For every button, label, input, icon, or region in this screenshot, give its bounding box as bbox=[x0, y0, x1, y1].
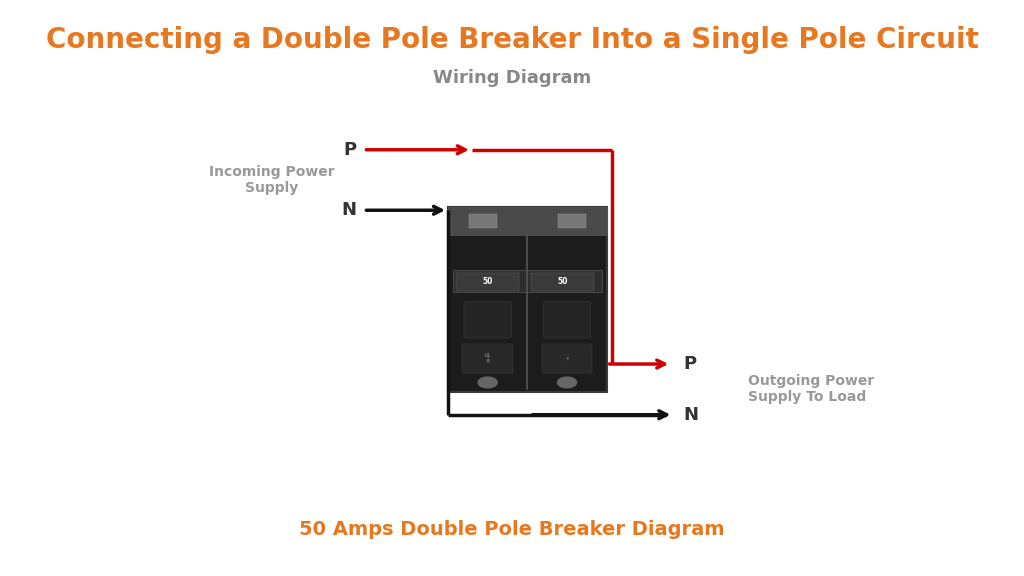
Bar bbox=[469, 214, 498, 228]
Bar bbox=[542, 344, 593, 373]
Text: Incoming Power
Supply: Incoming Power Supply bbox=[209, 165, 334, 195]
Text: ⚡: ⚡ bbox=[565, 356, 568, 361]
Bar bbox=[449, 207, 606, 235]
Text: Connecting a Double Pole Breaker Into a Single Pole Circuit: Connecting a Double Pole Breaker Into a … bbox=[45, 26, 979, 54]
FancyBboxPatch shape bbox=[544, 301, 591, 338]
FancyBboxPatch shape bbox=[449, 207, 606, 392]
Circle shape bbox=[478, 377, 498, 388]
Bar bbox=[557, 214, 586, 228]
Text: Wiring Diagram: Wiring Diagram bbox=[433, 69, 591, 87]
Text: P: P bbox=[684, 355, 696, 373]
Bar bbox=[453, 270, 602, 292]
Text: UL
®: UL ® bbox=[484, 353, 490, 364]
Text: 50: 50 bbox=[482, 277, 493, 286]
Bar bbox=[530, 272, 594, 291]
Text: P: P bbox=[343, 141, 356, 159]
Text: N: N bbox=[341, 201, 356, 219]
Text: 50 Amps Double Pole Breaker Diagram: 50 Amps Double Pole Breaker Diagram bbox=[299, 521, 725, 539]
Text: Outgoing Power
Supply To Load: Outgoing Power Supply To Load bbox=[748, 374, 874, 404]
Bar bbox=[456, 272, 519, 291]
Bar bbox=[462, 344, 513, 373]
Text: N: N bbox=[684, 406, 698, 424]
FancyBboxPatch shape bbox=[464, 301, 511, 338]
Text: 50: 50 bbox=[557, 277, 567, 286]
Circle shape bbox=[557, 377, 577, 388]
